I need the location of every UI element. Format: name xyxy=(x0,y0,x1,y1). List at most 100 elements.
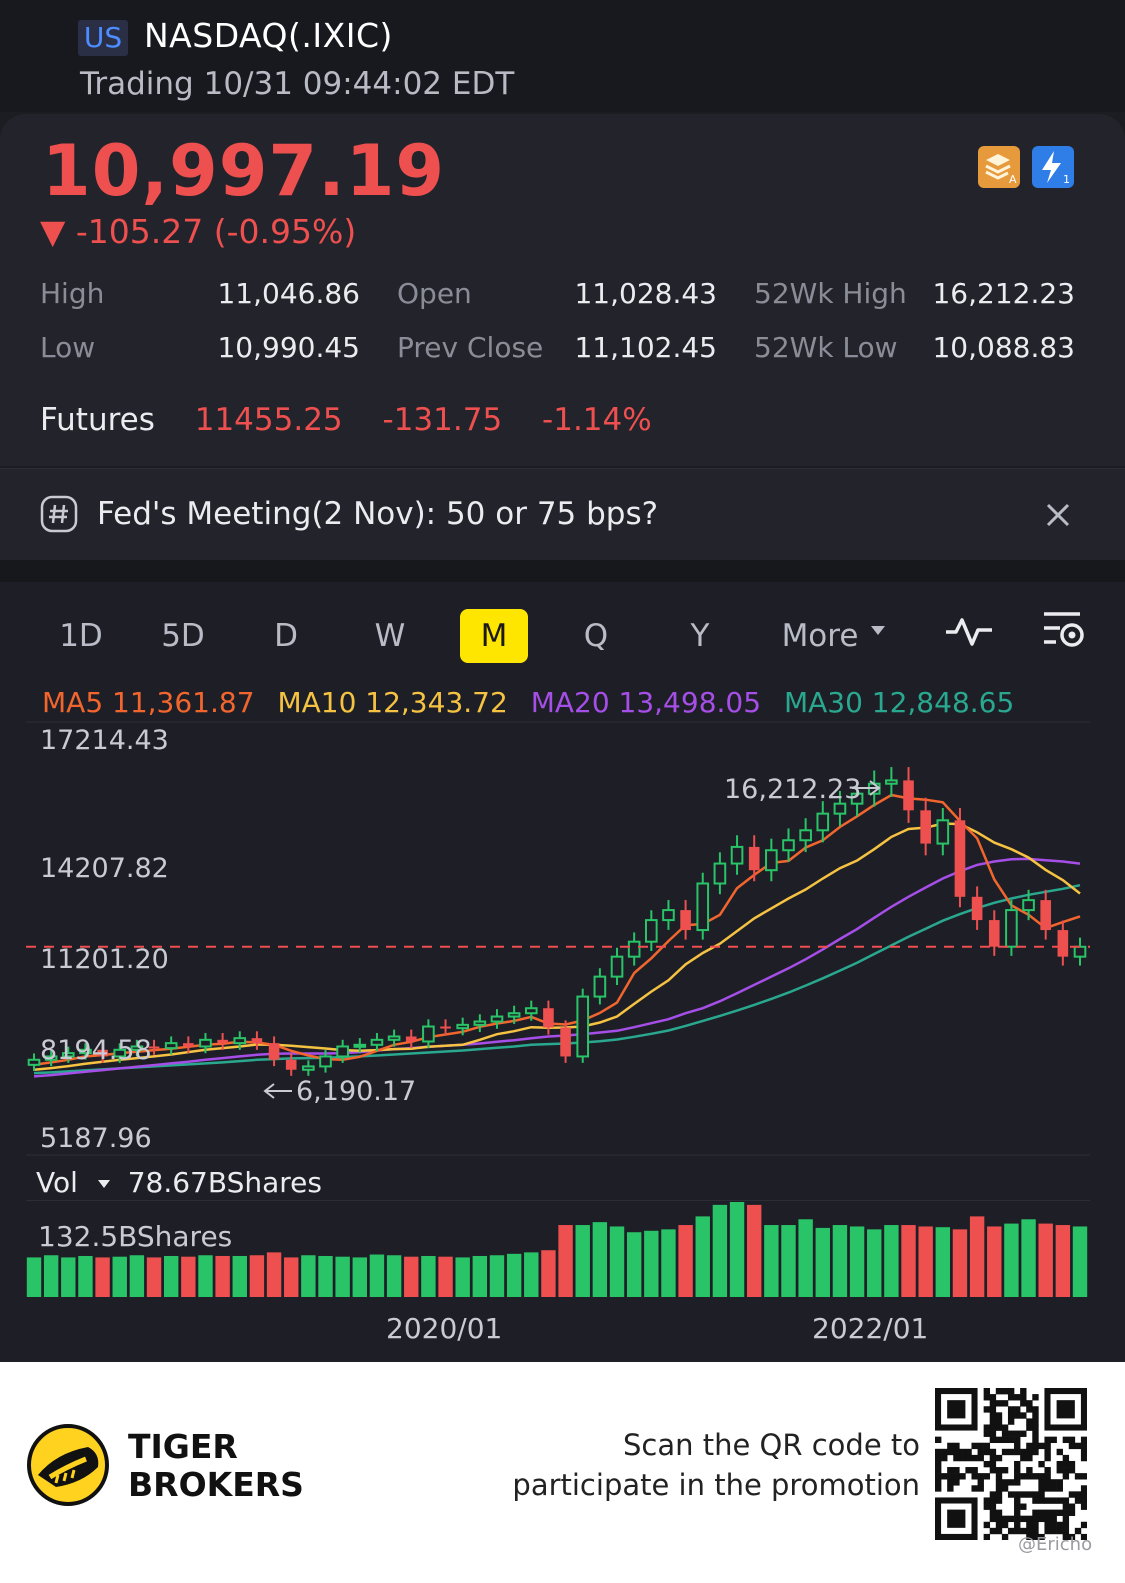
candle-body xyxy=(730,845,744,865)
candle-body xyxy=(130,1045,144,1051)
qr-module xyxy=(1062,1436,1070,1444)
tab-y[interactable]: Y xyxy=(690,618,710,654)
qr-module xyxy=(947,1448,954,1456)
candle-body xyxy=(543,1008,554,1028)
tab-5d[interactable]: 5D xyxy=(161,618,205,654)
qr-module xyxy=(1062,1460,1070,1468)
qr-module xyxy=(1038,1509,1045,1516)
lightning-icon[interactable]: 1 xyxy=(1032,146,1074,188)
qr-module xyxy=(1044,1448,1051,1456)
qr-module xyxy=(959,1473,966,1480)
stat-label-52wk-high: 52Wk High xyxy=(754,277,907,310)
qr-module xyxy=(1068,1491,1076,1498)
qr-module xyxy=(1062,1515,1070,1523)
qr-module xyxy=(995,1467,1003,1474)
candle-body xyxy=(97,1049,108,1057)
volume-bar xyxy=(575,1225,590,1297)
chart-settings-icon[interactable] xyxy=(1040,608,1086,656)
qr-module xyxy=(1007,1479,1015,1486)
qr-module xyxy=(977,1448,984,1456)
y-tick-label: 8194.58 xyxy=(40,1035,152,1066)
qr-module xyxy=(1062,1533,1070,1540)
volume-value: 78.67BShares xyxy=(127,1166,322,1199)
qr-module xyxy=(995,1418,1003,1425)
volume-bar xyxy=(524,1252,539,1297)
tab-m[interactable]: M xyxy=(460,609,528,663)
news-banner[interactable] xyxy=(0,468,1125,561)
qr-module xyxy=(1056,1509,1063,1516)
qr-module xyxy=(1026,1521,1033,1529)
volume-bar xyxy=(695,1216,710,1297)
candle-body xyxy=(233,1037,247,1045)
qr-module xyxy=(1068,1509,1076,1516)
ma-legend: MA5 11,361.87 MA10 12,343.72 MA20 13,498… xyxy=(42,686,1014,719)
volume-bar xyxy=(558,1225,573,1297)
qr-module xyxy=(1014,1406,1021,1413)
candle-body xyxy=(79,1048,92,1055)
qr-module xyxy=(1020,1430,1027,1437)
qr-module xyxy=(959,1448,966,1456)
qr-module xyxy=(947,1473,954,1480)
qr-module xyxy=(1038,1442,1045,1450)
qr-module xyxy=(1056,1527,1063,1535)
qr-code[interactable] xyxy=(935,1388,1087,1540)
qr-module xyxy=(983,1442,991,1450)
qr-module xyxy=(1014,1436,1021,1444)
tab-1d[interactable]: 1D xyxy=(59,618,103,654)
candle-body xyxy=(44,1055,58,1061)
candle-body xyxy=(490,1015,504,1023)
y-tick-label: 14207.82 xyxy=(40,853,169,884)
separator xyxy=(0,560,1125,582)
qr-module xyxy=(1026,1454,1033,1462)
volume-bar xyxy=(935,1227,951,1297)
volume-bar xyxy=(26,1257,42,1297)
volume-bar xyxy=(815,1227,830,1297)
candle-body xyxy=(456,1023,470,1030)
volume-bar xyxy=(609,1226,625,1297)
qr-module xyxy=(1014,1521,1021,1529)
qr-module xyxy=(989,1412,997,1419)
qr-module xyxy=(1032,1412,1039,1419)
qr-module xyxy=(1062,1473,1070,1480)
close-icon[interactable] xyxy=(1045,502,1071,528)
tab-w[interactable]: W xyxy=(374,618,406,654)
last-price: 10,997.19 xyxy=(42,130,446,212)
y-tick-label: 11201.20 xyxy=(40,944,169,975)
qr-module xyxy=(1038,1473,1045,1480)
tab-more[interactable]: More xyxy=(781,618,859,654)
qr-module xyxy=(965,1467,972,1474)
volume-bar xyxy=(61,1257,76,1297)
qr-module xyxy=(959,1454,966,1462)
stat-label-high: High xyxy=(40,277,105,310)
stat-value-open: 11,028.43 xyxy=(574,277,717,310)
ma20-line xyxy=(33,857,1081,1078)
qr-module xyxy=(1044,1479,1051,1486)
volume-bar xyxy=(626,1232,642,1297)
qr-module xyxy=(1032,1442,1039,1450)
candle-body xyxy=(353,1043,367,1048)
dropdown-triangle-icon[interactable] xyxy=(870,622,886,641)
qr-module xyxy=(1007,1448,1015,1456)
qr-module xyxy=(1038,1533,1045,1540)
candlestick-chart[interactable]: 17214.43 14207.82 11201.20 8194.58 5187.… xyxy=(0,712,1125,1172)
qr-module xyxy=(1026,1400,1033,1407)
futures-row[interactable]: Futures 11455.25 -131.75 -1.14% xyxy=(40,402,652,438)
qr-module xyxy=(941,1454,948,1462)
qr-module xyxy=(983,1448,991,1456)
stat-value-52wk-high: 16,212.23 xyxy=(932,277,1075,310)
qr-module xyxy=(971,1485,978,1492)
tab-d[interactable]: D xyxy=(274,618,298,654)
indicator-wave-icon[interactable] xyxy=(944,614,994,652)
volume-chart[interactable] xyxy=(0,1200,1125,1300)
qr-module xyxy=(995,1485,1003,1492)
volume-bar xyxy=(335,1256,350,1297)
volume-header[interactable]: Vol 78.67BShares xyxy=(36,1166,322,1199)
qr-module xyxy=(1020,1454,1027,1462)
qr-module xyxy=(1001,1479,1009,1486)
qr-module xyxy=(935,1479,942,1486)
qr-module xyxy=(1026,1448,1033,1456)
stack-a-icon[interactable]: A xyxy=(978,146,1020,188)
qr-module xyxy=(1014,1467,1021,1474)
qr-module xyxy=(1056,1460,1063,1468)
tab-q[interactable]: Q xyxy=(583,618,609,654)
